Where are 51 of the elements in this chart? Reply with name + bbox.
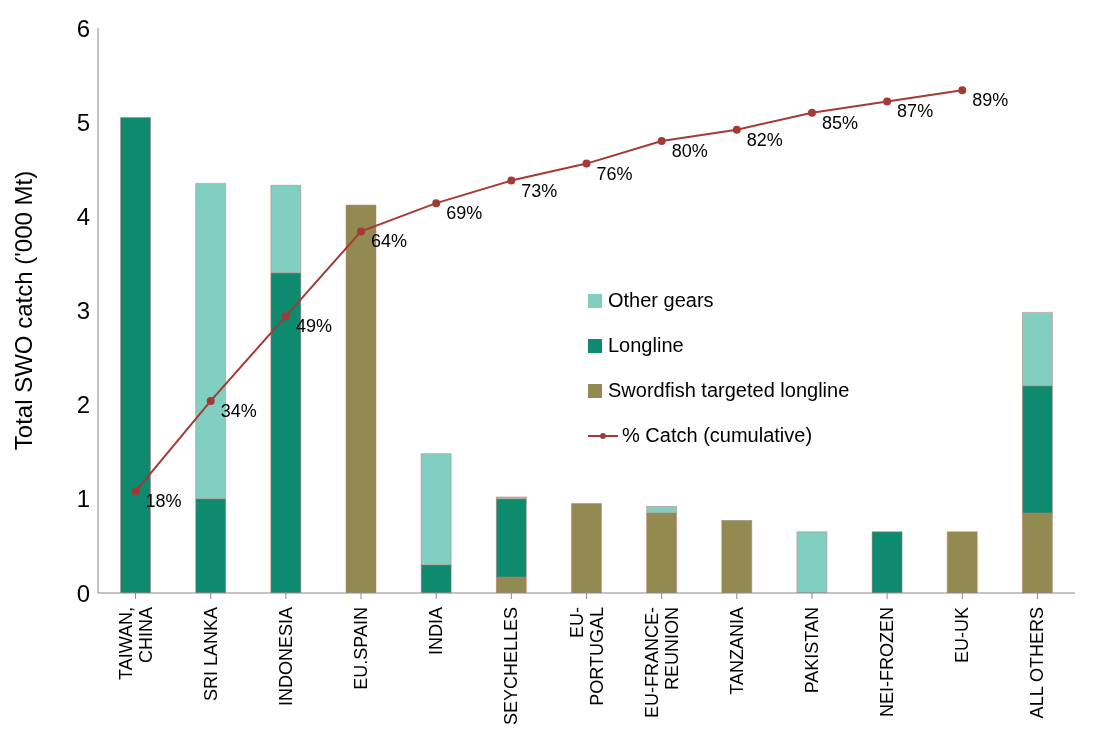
y-tick-label: 4 bbox=[76, 202, 90, 230]
point bbox=[357, 227, 366, 236]
data-label: 85% bbox=[821, 112, 858, 133]
point bbox=[432, 199, 441, 208]
data-label: 34% bbox=[220, 400, 257, 421]
point bbox=[732, 125, 741, 134]
bar bbox=[721, 521, 753, 593]
point bbox=[958, 86, 967, 95]
point bbox=[807, 108, 816, 117]
x-tick-label: ALL OTHERS bbox=[1027, 607, 1048, 719]
y-tick-label: 6 bbox=[76, 14, 90, 42]
point bbox=[206, 396, 215, 405]
data-label: 73% bbox=[521, 180, 558, 201]
x-tick-label: INDIA bbox=[426, 607, 447, 656]
x-tick-label: EU-UK bbox=[952, 607, 973, 664]
bar bbox=[796, 531, 828, 593]
x-tick-label: TANZANIA bbox=[726, 607, 747, 695]
data-label: 80% bbox=[671, 141, 708, 161]
bar bbox=[571, 503, 602, 593]
bar bbox=[871, 531, 903, 593]
y-tick-label: 3 bbox=[76, 297, 90, 325]
legend-label: Longline bbox=[608, 334, 684, 357]
x-tick-label: EU-PORTUGAL bbox=[566, 607, 607, 706]
data-label: 87% bbox=[897, 101, 934, 122]
y-tick-label: 2 bbox=[76, 391, 90, 419]
data-label: 76% bbox=[596, 163, 633, 184]
y-tick-label: 1 bbox=[76, 485, 90, 513]
legend-label: % Catch (cumulative) bbox=[622, 424, 813, 447]
point bbox=[582, 159, 591, 168]
x-tick-label: EU.SPAIN bbox=[351, 607, 372, 690]
x-tick-label: INDONESIA bbox=[275, 607, 296, 707]
legend-label: Swordfish targeted longline bbox=[608, 379, 850, 402]
data-label: 69% bbox=[446, 203, 483, 224]
point bbox=[131, 487, 140, 496]
y-tick-label: 0 bbox=[76, 579, 90, 607]
x-tick-label: SEYCHELLES bbox=[501, 607, 522, 726]
data-label: 89% bbox=[972, 90, 1009, 111]
point bbox=[507, 176, 516, 185]
x-tick-label: SRI LANKA bbox=[200, 607, 221, 702]
y-axis-title: Total SWO catch ('000 Mt) bbox=[9, 170, 37, 451]
point bbox=[657, 137, 666, 145]
x-tick-label: PAKISTAN bbox=[801, 607, 822, 694]
point bbox=[883, 97, 892, 106]
legend-label: Other gears bbox=[608, 289, 714, 312]
x-tick-label: TAIWAN, CHINA bbox=[115, 607, 156, 680]
x-tick-label: NEI-FROZEN bbox=[877, 607, 898, 717]
bar bbox=[946, 531, 978, 593]
data-label: 82% bbox=[746, 129, 783, 150]
point bbox=[281, 312, 290, 321]
x-tick-label: EU-FRANCE-REUNION bbox=[641, 607, 682, 718]
y-tick-label: 5 bbox=[76, 108, 90, 136]
